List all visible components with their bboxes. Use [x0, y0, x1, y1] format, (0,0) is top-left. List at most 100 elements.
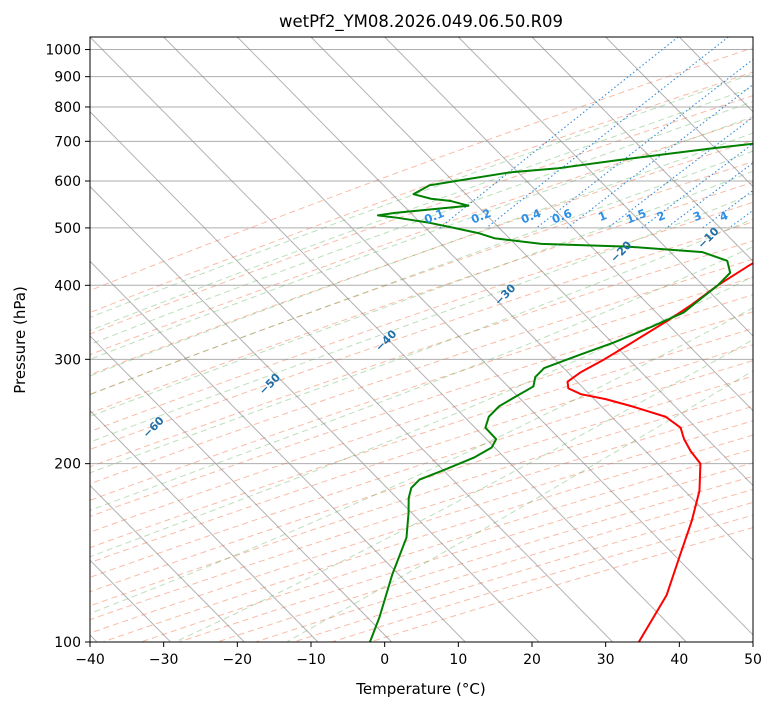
isotherm-label: −10 — [695, 225, 722, 252]
temperature-profile-line — [566, 261, 753, 642]
y-tick-label: 100 — [54, 635, 81, 651]
x-tick-label: −30 — [149, 652, 179, 668]
isotherm-line — [90, 37, 687, 642]
isotherm-line — [90, 484, 245, 642]
x-axis: −40 −30 −20 −10 0 10 20 30 40 50 — [75, 642, 762, 668]
mixing-ratio-line — [702, 189, 753, 229]
moist-adiabat-line — [90, 307, 753, 615]
dry-adiabat-line — [217, 475, 753, 642]
y-tick-label: 700 — [54, 134, 81, 150]
moist-adiabat-line — [90, 246, 753, 511]
y-tick-label: 1000 — [45, 43, 81, 59]
mixing-ratio-line — [641, 143, 753, 229]
isotherm-line — [457, 37, 753, 337]
dry-adiabat-line — [331, 514, 753, 642]
y-tick-label: 900 — [54, 70, 81, 86]
isotherm-line — [90, 260, 466, 642]
y-tick-label: 400 — [54, 278, 81, 294]
mixing-ratio-line — [666, 162, 753, 229]
dry-adiabat-line — [90, 95, 753, 335]
x-tick-label: 20 — [523, 652, 541, 668]
mixing-ratio-line — [536, 58, 753, 229]
moist-adiabat-line — [90, 86, 753, 332]
moist-adiabat-line — [90, 218, 753, 474]
moist-adiabat-line — [90, 150, 753, 396]
isotherm-line — [236, 37, 753, 561]
x-tick-label: 30 — [597, 652, 615, 668]
mixing-ratio-line — [768, 37, 775, 228]
y-axis-title: Pressure (hPa) — [11, 286, 29, 394]
dry-adiabat-line — [90, 221, 753, 450]
plot-area: −100−90−80−70−60−50−40−30−20−10010203040… — [18, 37, 775, 642]
mixing-ratio-lines — [439, 37, 775, 229]
isotherm-line — [163, 37, 753, 636]
dry-adiabat-line — [90, 294, 753, 517]
dry-adiabat-line — [90, 327, 753, 549]
x-axis-title: Temperature (°C) — [355, 680, 485, 698]
dry-adiabat-line — [90, 258, 753, 485]
chart-title: wetPf2_YM08.2026.049.06.50.R09 — [279, 12, 563, 32]
isotherm-line — [678, 37, 753, 113]
x-tick-label: 0 — [380, 652, 389, 668]
isotherm-line — [90, 185, 540, 642]
isotherms — [90, 37, 753, 642]
dry-adiabat-line — [90, 201, 753, 433]
y-tick-label: 300 — [54, 352, 81, 368]
dry-adiabats — [90, 47, 753, 642]
dry-adiabat-line — [90, 420, 753, 634]
y-tick-label: 800 — [54, 100, 81, 116]
mixing-ratio-label: 1 — [596, 208, 609, 224]
x-tick-label: 10 — [449, 652, 467, 668]
moist-adiabat-line — [174, 339, 753, 642]
dry-adiabat-line — [90, 181, 753, 414]
isotherm-line — [310, 37, 753, 487]
isotherm-label: −60 — [140, 414, 167, 441]
isotherm-line — [90, 111, 613, 642]
mixing-ratio-label: 0.6 — [550, 206, 574, 227]
dry-adiabat-line — [90, 276, 753, 501]
isotherm-line — [605, 37, 753, 188]
y-tick-label: 600 — [54, 174, 81, 190]
y-tick-label: 500 — [54, 221, 81, 237]
isotherm-line — [752, 37, 753, 38]
isotherm-label: −70 — [18, 463, 45, 490]
mixing-ratio-label: 6 — [756, 208, 769, 224]
x-tick-label: −20 — [223, 652, 253, 668]
plot-frame — [89, 36, 754, 643]
isotherm-line — [531, 37, 753, 262]
mixing-ratio-line — [439, 37, 679, 229]
dry-adiabat-line — [369, 527, 753, 642]
mixing-ratio-line — [566, 83, 753, 229]
isotherm-label: −40 — [373, 327, 400, 354]
x-tick-label: −10 — [296, 652, 326, 668]
dry-adiabat-line — [293, 501, 753, 642]
y-tick-label: 200 — [54, 457, 81, 473]
mixing-ratio-labels: 0.10.20.40.611.52346810131620253036 — [422, 206, 769, 227]
y-axis: 100 200 300 400 500 600 700 800 900 1000 — [45, 43, 90, 651]
dry-adiabat-line — [90, 405, 753, 621]
dry-adiabat-line — [90, 311, 753, 533]
dewpoint-profile-line — [368, 142, 753, 642]
dry-adiabat-line — [90, 117, 753, 356]
dry-adiabat-line — [102, 434, 753, 642]
dry-adiabat-line — [90, 161, 753, 395]
moist-adiabat-line — [286, 370, 753, 642]
mixing-ratio-line — [728, 209, 753, 229]
x-tick-label: 50 — [744, 652, 762, 668]
dry-adiabat-line — [90, 240, 753, 468]
isotherm-line — [90, 335, 392, 642]
mixing-ratio-label: 0.4 — [519, 206, 543, 227]
x-tick-label: 40 — [670, 652, 688, 668]
isotherm-label: −50 — [257, 371, 284, 398]
dry-adiabat-line — [90, 139, 753, 376]
x-tick-label: −40 — [75, 652, 105, 668]
dry-adiabat-line — [140, 448, 753, 642]
dry-adiabat-line — [178, 462, 753, 642]
mixing-ratio-line — [607, 116, 753, 229]
moist-adiabat-line — [90, 170, 753, 417]
mixing-ratio-label: 0.2 — [469, 206, 493, 227]
isotherm-line — [90, 410, 319, 642]
isotherm-line — [384, 37, 753, 412]
sounding-profiles — [368, 142, 753, 642]
